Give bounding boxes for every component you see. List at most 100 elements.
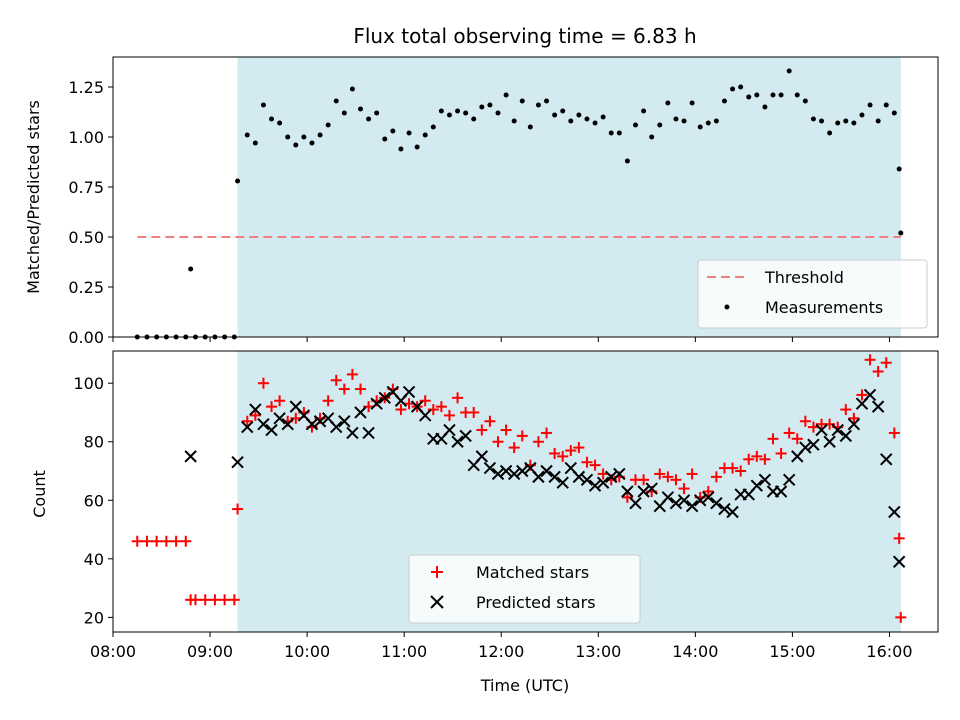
top-legend-box (697, 259, 928, 329)
measurement-point (487, 102, 493, 108)
matched-star-point (589, 459, 601, 471)
matched-star-point (895, 611, 907, 623)
predicted-star-point (758, 473, 772, 486)
top-y-tick-label: 0.75 (68, 178, 104, 197)
predicted-star-point (621, 485, 634, 498)
matched-star-point (888, 427, 900, 439)
matched-star-point (219, 594, 231, 606)
bottom-y-tick-label: 40 (84, 550, 104, 569)
measurement-point (721, 98, 727, 104)
matched-legend-marker (431, 566, 443, 578)
measurement-point (252, 140, 258, 146)
matched-star-point (702, 486, 714, 497)
bottom-y-tick-label: 80 (84, 433, 104, 452)
measurement-point (762, 104, 768, 110)
top-y-tick-label: 0.25 (68, 278, 104, 297)
top-y-tick-label: 0.50 (68, 228, 104, 247)
measurement-point (235, 178, 241, 184)
measurement-point (624, 158, 630, 164)
matched-star-point (759, 453, 771, 465)
matched-star-point (880, 357, 892, 369)
matched-star-point (597, 468, 609, 480)
measurement-point (244, 132, 250, 138)
measurement-point (455, 108, 461, 114)
bottom-y-tick-label: 100 (73, 374, 104, 393)
matched-star-point (662, 471, 674, 483)
measurement-point (746, 94, 752, 100)
matched-star-point (290, 412, 302, 424)
matched-star-point (872, 365, 884, 377)
matched-star-point (141, 535, 153, 547)
measurement-point (309, 140, 315, 146)
measurement-point (730, 86, 736, 92)
matched-star-point (419, 395, 431, 407)
predicted-star-point (702, 491, 715, 504)
matched-star-point (775, 447, 787, 459)
predicted-star-point (556, 476, 569, 489)
measurement-point (802, 98, 808, 104)
predicted-star-point (782, 473, 796, 486)
predicted-star-point (483, 461, 497, 475)
top-y-tick-label: 1.25 (68, 78, 104, 97)
measurement-point (527, 124, 533, 130)
measurement-point (317, 132, 323, 138)
matched-star-point (799, 415, 811, 427)
measurement-point (544, 98, 550, 104)
measurement-point (398, 146, 404, 152)
predicted-star-point (313, 415, 327, 428)
predicted-star-point (807, 438, 820, 451)
matched-star-point (532, 436, 544, 448)
bottom-y-ticks: 20 40 60 80 100 (73, 374, 113, 627)
measurement-point (471, 116, 477, 122)
measurement-point (390, 128, 396, 134)
predicted-star-point (661, 491, 675, 504)
predicted-star-point (831, 423, 844, 437)
x-tick-label: 11:00 (381, 642, 427, 661)
predicted-star-point (847, 417, 861, 431)
matched-star-point (476, 424, 488, 436)
predicted-star-point (799, 441, 812, 454)
matched-star-point (638, 474, 650, 486)
measurement-point (738, 84, 744, 90)
measurement-point (382, 136, 388, 142)
predicted-star-point (669, 497, 683, 510)
predicted-star-point (588, 479, 602, 492)
matched-star-point (355, 383, 366, 395)
matched-star-point (710, 471, 722, 483)
matched-star-point (856, 389, 868, 401)
x-tick-label: 12:00 (478, 642, 524, 661)
measurement-point (891, 110, 897, 116)
measurement-point (358, 106, 363, 112)
top-axes-frame (112, 56, 939, 338)
predicted-star-point (265, 423, 278, 437)
measurement-point (438, 108, 444, 114)
measurement-point (867, 102, 873, 108)
predicted-star-point (540, 464, 553, 478)
measurement-point (810, 116, 816, 122)
x-tick-label: 16:00 (866, 642, 912, 661)
predicted-star-point (823, 435, 836, 448)
predicted-star-point (693, 494, 707, 507)
predicted-star-point (839, 429, 853, 443)
matched-legend-label: Matched stars (476, 563, 589, 582)
predicted-star-point (491, 467, 505, 481)
measurement-points (134, 68, 904, 340)
measurement-point (260, 102, 266, 108)
matched-star-point (621, 491, 633, 503)
bottom-axes-frame (112, 350, 939, 633)
matched-star-point (363, 401, 375, 413)
matched-star-point (160, 535, 172, 547)
predicted-star-point (516, 464, 529, 478)
predicted-star-point (750, 479, 764, 492)
bottom-y-tick-label: 20 (84, 608, 104, 627)
predicted-star-point (443, 423, 456, 437)
measurement-point (754, 92, 760, 98)
measurement-point (576, 112, 582, 118)
predicted-star-point (241, 420, 254, 434)
measurement-point (277, 120, 283, 126)
chart-title: Flux total observing time = 6.83 h (353, 24, 696, 48)
measurement-point (552, 112, 558, 118)
measurement-point (600, 114, 606, 120)
predicted-star-point (596, 476, 610, 489)
predicted-star-point (677, 494, 691, 507)
